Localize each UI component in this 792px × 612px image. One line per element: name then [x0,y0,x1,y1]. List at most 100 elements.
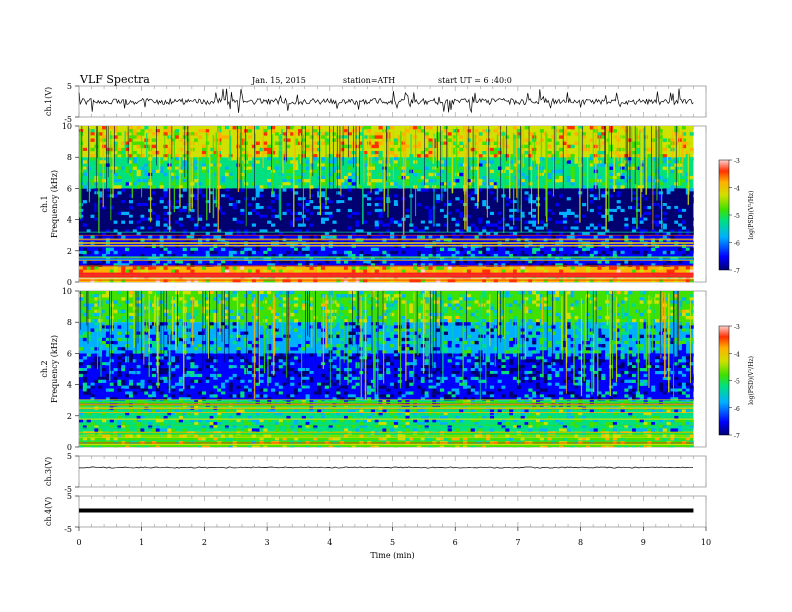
spectral-cell [447,208,452,213]
spectral-cell [478,172,483,177]
spectral-cell [117,263,122,267]
spectral-cell [536,247,541,252]
spectral-cell [313,129,318,133]
spectral-cell [566,194,571,198]
spectral-cell [175,269,180,273]
spectral-cell [171,126,176,130]
spectral-cell [424,126,429,130]
spectral-cell [451,150,456,155]
spectral-cell [136,169,141,174]
spectral-cell [436,179,441,183]
spectral-cell [443,135,448,139]
spectral-cell [175,185,180,189]
spectral-cell [317,226,322,230]
spectral-cell [136,306,141,311]
spectral-cell [213,182,218,186]
spectral-cell [616,194,621,198]
spectral-cell [247,129,253,133]
spectral-cell [355,269,360,273]
spectral-cell [328,253,333,258]
spectral-cell [205,141,210,146]
spectral-cell [639,197,644,201]
spectral-cell [436,297,441,301]
spectral-cell [416,319,422,323]
spectral-cell [612,203,617,207]
spectral-cell [201,263,207,267]
spectral-cell [109,247,114,252]
spectral-cell [320,194,326,198]
spectral-cell [416,211,422,216]
spectral-cell [267,205,272,210]
spectral-cell [294,250,299,255]
spectral-cell [551,214,556,218]
spectral-cell [198,185,203,189]
spectral-cell [175,220,180,224]
spectral-cell [516,172,521,177]
spectral-cell [355,229,360,233]
spectral-cell [520,260,525,264]
spectral-cell [493,260,498,264]
spectral-cell [678,144,683,149]
spectral-cell [655,214,660,218]
spectral-cell [155,260,160,264]
spectral-cell [505,250,510,255]
spectral-cell [436,253,441,258]
spectral-cell [320,235,326,239]
spectral-cell [232,135,237,139]
spectral-cell [244,306,249,311]
spectral-cell [436,223,441,227]
spectral-cell [178,166,183,170]
spectral-cell [374,197,379,201]
spectral-cell [689,232,694,236]
spectral-cell [151,263,157,267]
spectral-cell [209,144,214,149]
spectral-cell [351,179,356,183]
spectral-cell [551,263,556,267]
spectral-cell [413,303,418,307]
spectral-cell [516,154,521,158]
spectral-cell [171,229,176,233]
spectral-cell [324,211,329,216]
spectral-cell [520,269,525,273]
spectral-cell [393,182,399,186]
spectral-cell [297,229,303,233]
spectral-cell [505,185,510,189]
spectral-cell [347,175,352,180]
spectral-cell [94,229,99,233]
spectral-cell [447,278,452,283]
spectral-cell [370,319,376,323]
spectral-cell [447,166,452,170]
spectral-cell [290,220,295,224]
spectral-cell [439,208,445,213]
spectral-cell [86,260,91,264]
spectral-cell [570,229,575,233]
spectral-cell [628,247,633,252]
spectral-cell [343,126,349,130]
spectral-cell [470,266,475,270]
spectral-cell [439,229,445,233]
spectral-cell [251,232,256,236]
spectral-cell [105,188,111,192]
spectral-cell [639,205,644,210]
spectral-cell [397,135,402,139]
spectral-cell [121,269,126,273]
spectral-cell [520,179,525,183]
spectral-cell [539,226,544,230]
spectral-cell [666,260,671,264]
spectral-cell [297,197,303,201]
spectral-cell [632,200,637,204]
spectral-cell [566,197,571,201]
spectral-cell [532,223,537,227]
spectral-cell [585,269,591,273]
spectral-cell [555,203,560,207]
spectral-cell [674,266,679,270]
spectral-cell [148,235,153,239]
spectral-cell [263,223,268,227]
spectral-cell [593,211,598,216]
spectral-cell [478,138,483,142]
spectral-cell [136,297,141,301]
spectral-cell [263,208,268,213]
spectral-cell [689,250,694,255]
spectral-cell [647,191,652,195]
spectral-cell [505,188,510,192]
